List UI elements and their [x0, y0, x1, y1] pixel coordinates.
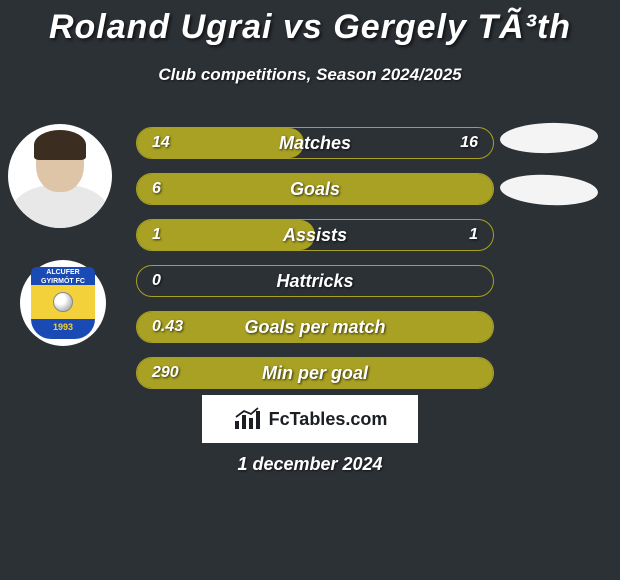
stats-rows: Matches1416Goals6Assists11Hattricks0Goal… [0, 120, 620, 396]
stat-row: Assists11 [0, 212, 620, 258]
date-text: 1 december 2024 [0, 454, 620, 475]
stat-bar-fill [137, 312, 493, 342]
stat-bar-box [136, 173, 494, 205]
player1-name: Roland Ugrai [49, 8, 273, 46]
comparison-title: Roland Ugrai vs Gergely TÃ³th [0, 0, 620, 47]
stat-row: Goals6 [0, 166, 620, 212]
stat-row: Min per goal290 [0, 350, 620, 396]
stat-row: Goals per match0.43 [0, 304, 620, 350]
brand-chart-icon [233, 407, 263, 431]
stat-bar-box [136, 265, 494, 297]
stat-bar-box [136, 219, 494, 251]
subtitle: Club competitions, Season 2024/2025 [0, 65, 620, 85]
player2-name: Gergely TÃ³th [333, 8, 571, 46]
brand-text: FcTables.com [269, 409, 388, 430]
stat-bar-fill [137, 174, 493, 204]
brand-badge: FcTables.com [202, 395, 418, 443]
stat-bar-box [136, 311, 494, 343]
stat-bar-box [136, 357, 494, 389]
stat-bar-fill [137, 358, 493, 388]
stat-row: Hattricks0 [0, 258, 620, 304]
stat-row: Matches1416 [0, 120, 620, 166]
stat-bar-box [136, 127, 494, 159]
stat-bar-fill [137, 220, 315, 250]
vs-separator: vs [283, 8, 323, 46]
stat-bar-fill [137, 128, 304, 158]
